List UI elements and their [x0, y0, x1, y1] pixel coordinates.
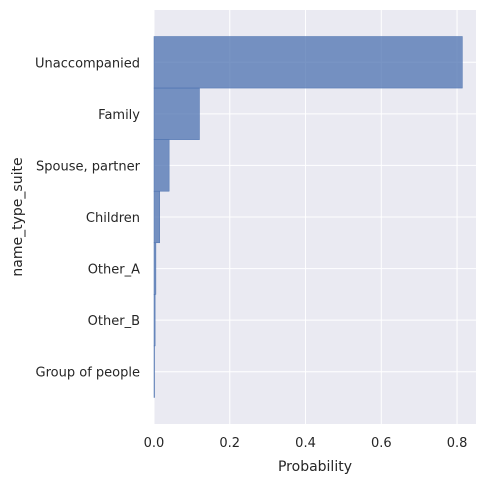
- bar: [153, 190, 160, 244]
- y-axis-label: name_type_suite: [10, 157, 26, 276]
- bars: [153, 36, 463, 398]
- y-tick-label: Unaccompanied: [35, 56, 140, 71]
- y-tick-label: Spouse, partner: [36, 159, 141, 174]
- x-tick-label: 0.4: [295, 436, 316, 451]
- x-tick-label: 0.2: [219, 436, 240, 451]
- x-axis-label: Probability: [278, 459, 352, 475]
- y-tick-label: Family: [98, 108, 140, 123]
- y-tick-labels: Unaccompanied Family Spouse, partner Childr…: [35, 56, 141, 380]
- x-tick-labels: 0.0 0.2 0.4 0.6 0.8: [144, 436, 468, 451]
- x-tick-label: 0.8: [447, 436, 468, 451]
- y-tick-label: Group of people: [36, 366, 140, 381]
- y-tick-label: Other_A: [88, 263, 140, 278]
- bar: [153, 242, 157, 295]
- bar: [153, 139, 170, 192]
- y-tick-label: Children: [86, 211, 140, 226]
- bar: [153, 87, 200, 140]
- bar: [153, 345, 155, 398]
- bar: [153, 36, 463, 89]
- x-tick-label: 0.0: [144, 436, 165, 451]
- x-tick-label: 0.6: [371, 436, 392, 451]
- y-tick-label: Other_B: [88, 314, 140, 329]
- bar: [153, 294, 156, 347]
